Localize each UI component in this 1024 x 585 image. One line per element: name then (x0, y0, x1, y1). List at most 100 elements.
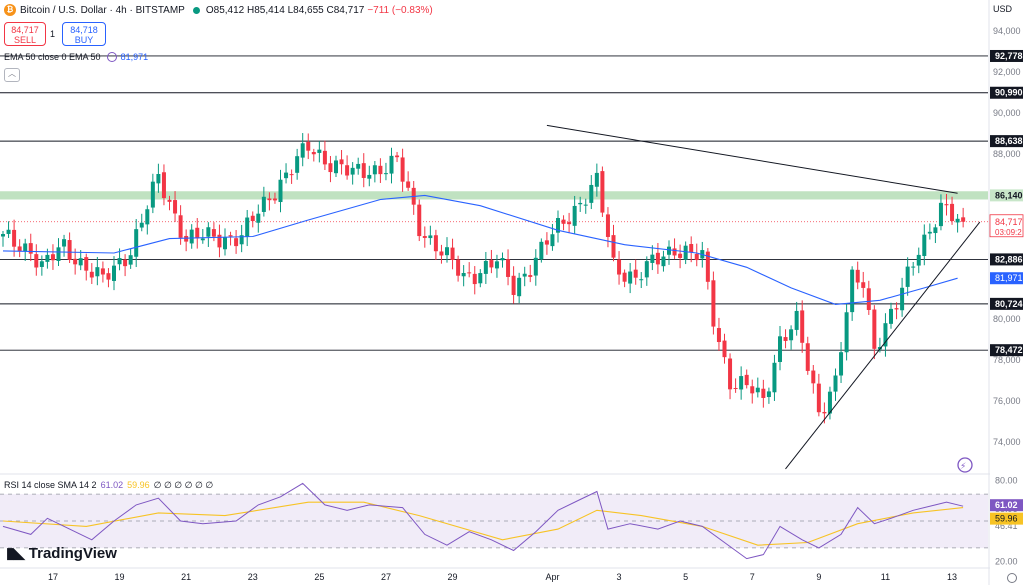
time-axis-label: 23 (248, 572, 258, 582)
candle-body (483, 260, 488, 274)
bar-countdown: 03:09:2 (995, 228, 1022, 237)
candle-body (112, 265, 116, 281)
candle-body (272, 198, 277, 201)
candle-body (794, 310, 799, 330)
time-axis-label: 19 (115, 572, 125, 582)
candle-body (245, 217, 250, 238)
spread-value: 1 (50, 29, 56, 39)
ohlc-values: O85,412 H85,414 L84,655 C84,717 (205, 4, 365, 16)
rsi-tick-label: 46.41 (995, 521, 1018, 531)
candle-body (728, 358, 733, 390)
buy-button[interactable]: 84,718 BUY (62, 22, 106, 46)
rsi-legend-empty-values: ∅ ∅ ∅ ∅ ∅ ∅ (153, 480, 214, 490)
candle-body (916, 254, 921, 266)
candle-body (461, 272, 466, 277)
level-tag-label: 90,990 (995, 88, 1023, 98)
ema-legend-value: 81,971 (120, 52, 149, 62)
rsi-tag (990, 499, 1023, 512)
rsi-legend-label: RSI 14 close SMA 14 2 (4, 480, 97, 490)
candle-body (284, 172, 289, 179)
candle-body (694, 253, 699, 261)
rsi-legend[interactable]: RSI 14 close SMA 14 2 61.02 59.96 ∅ ∅ ∅ … (4, 480, 213, 491)
candle-body (389, 155, 394, 174)
candle-body (655, 252, 660, 265)
collapse-legend-chevron-icon[interactable]: ︿ (4, 68, 20, 82)
candle-body (56, 247, 61, 261)
candle-body (445, 247, 449, 256)
price-tick-label: 92,000 (993, 67, 1021, 77)
rsi-line[interactable] (2, 482, 964, 560)
settings-gear-icon[interactable] (1007, 573, 1017, 583)
ascending-trendline[interactable] (785, 221, 981, 470)
candle-body (544, 240, 549, 245)
time-axis-label: 3 (617, 572, 622, 582)
time-axis-label: 25 (314, 572, 324, 582)
candle-body (184, 235, 189, 242)
candle-body (705, 251, 710, 282)
sparkle-glyph: ⚡ (960, 462, 966, 472)
tradingview-logo-icon: ▮◣ (6, 545, 25, 562)
candle-body (506, 259, 511, 277)
level-tag-label: 88,638 (995, 136, 1023, 146)
rsi-band (0, 494, 988, 548)
level-tag-label: 82,886 (995, 254, 1023, 264)
candle-body (827, 391, 832, 414)
candle-body (633, 269, 638, 278)
candle-body (50, 254, 55, 261)
candle-body (139, 222, 144, 228)
candle-body (750, 386, 755, 394)
symbol-title[interactable]: Bitcoin / U.S. Dollar · 4h · BITSTAMP (20, 4, 185, 16)
ema-legend[interactable]: EMA 50 close 0 EMA 50 81,971 (4, 52, 148, 62)
candle-body (456, 259, 461, 276)
candle-body (689, 244, 694, 253)
candle-body (922, 234, 927, 256)
candle-body (250, 215, 255, 222)
candle-body (528, 275, 533, 277)
candle-body (17, 246, 22, 252)
candle-body (511, 275, 516, 295)
candle-body (350, 167, 355, 175)
candle-body (716, 328, 721, 343)
candle-body (439, 251, 444, 256)
resistance-zone[interactable] (0, 191, 988, 200)
zone-tag (990, 189, 1023, 202)
price-tag (989, 214, 1024, 238)
candle-body (489, 260, 494, 268)
magic-wand-icon[interactable] (957, 457, 973, 473)
rsi-sma-line[interactable] (2, 501, 964, 546)
candle-body (478, 273, 483, 284)
candle-body (950, 203, 955, 222)
candle-body (261, 196, 266, 212)
ema-legend-label: EMA 50 close 0 EMA 50 (4, 52, 101, 62)
descending-trendline[interactable] (546, 124, 958, 194)
candle-body (905, 266, 910, 287)
candle-body (256, 213, 261, 223)
candle-body (267, 198, 272, 201)
ema-50-line[interactable] (2, 194, 958, 305)
candle-body (173, 200, 178, 214)
candle-body (300, 143, 305, 158)
candle-body (39, 261, 44, 267)
rsi-sma-tag-label: 59.96 (995, 514, 1018, 524)
sell-button[interactable]: 84,717 SELL (4, 22, 46, 46)
candle-body (661, 256, 666, 267)
level-tag (990, 253, 1023, 266)
tradingview-logo[interactable]: ▮◣ TradingView (6, 544, 117, 563)
candle-body (406, 181, 411, 188)
candle-body (45, 254, 50, 262)
candle-body (317, 149, 322, 153)
indicator-settings-icon[interactable] (106, 52, 117, 62)
candle-body (672, 248, 677, 256)
candle-body (561, 219, 566, 224)
candle-body (816, 383, 821, 413)
price-tick-label: 74,000 (993, 437, 1021, 447)
candle-body (189, 229, 194, 244)
time-axis-label: 21 (181, 572, 191, 582)
level-tag (990, 135, 1023, 148)
time-axis-label: 17 (48, 572, 58, 582)
candle-body (800, 310, 805, 343)
rsi-sma-tag (990, 512, 1023, 525)
candle-body (822, 411, 827, 414)
